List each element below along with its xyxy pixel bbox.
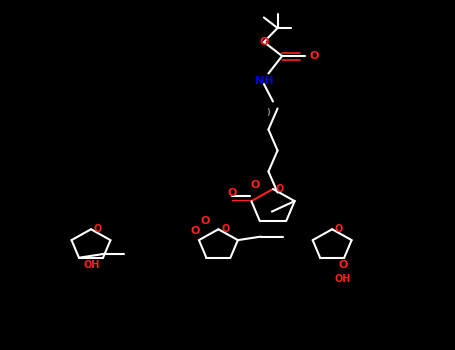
Text: O: O <box>94 224 102 234</box>
Text: O: O <box>228 188 237 197</box>
Text: O: O <box>276 184 284 194</box>
Text: O: O <box>335 224 343 234</box>
Text: O: O <box>259 37 268 47</box>
Text: ): ) <box>267 107 270 117</box>
Text: O: O <box>250 181 259 190</box>
Text: OH: OH <box>335 274 351 284</box>
Text: O: O <box>200 216 209 225</box>
Text: OH: OH <box>83 260 100 270</box>
Text: O: O <box>309 51 318 61</box>
Text: NH: NH <box>255 76 273 85</box>
Text: O: O <box>191 226 200 236</box>
Text: O: O <box>221 224 229 234</box>
Text: O: O <box>338 260 348 270</box>
